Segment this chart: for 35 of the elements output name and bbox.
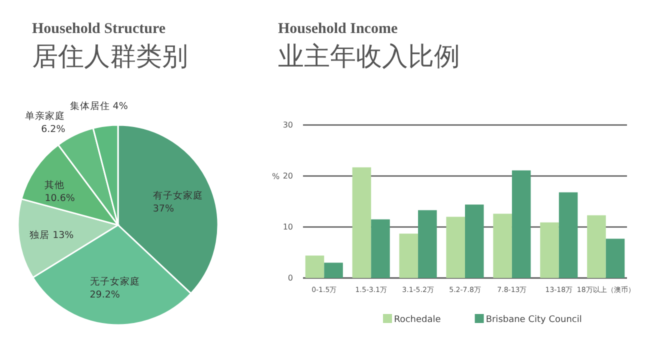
chart-subtitle: 业主年收入比例 <box>278 42 460 72</box>
bar <box>606 238 625 278</box>
y-tick-label: 20 <box>282 172 293 181</box>
bar <box>399 234 418 278</box>
slice-label: 独居 13% <box>30 228 74 241</box>
y-tick-label: 0 <box>288 274 293 283</box>
bar <box>587 215 606 278</box>
bar <box>558 192 578 278</box>
bar <box>446 216 465 278</box>
bar <box>418 210 437 278</box>
slice-label: 有子女家庭 <box>152 189 203 202</box>
slice-label: 单亲家庭 <box>25 110 66 122</box>
data-label: 10.6% <box>44 193 75 204</box>
bar <box>352 167 372 278</box>
chart-title: Household Income <box>278 21 398 37</box>
slice-label: 无子女家庭 <box>90 276 140 288</box>
y-tick-label: 10 <box>282 222 293 232</box>
data-label: 37% <box>152 203 174 214</box>
chart-subtitle: 居住人群类别 <box>32 42 188 72</box>
bar <box>465 204 484 278</box>
bar <box>512 170 531 278</box>
bar <box>540 222 559 278</box>
legend-label: Rochedale <box>394 315 442 325</box>
data-label: 6.2% <box>41 124 66 136</box>
bar <box>371 219 390 278</box>
bar <box>493 214 512 278</box>
bar <box>305 256 324 278</box>
slice-label: 其他 <box>44 179 65 192</box>
chart-title: Household Structure <box>32 21 166 37</box>
legend-label: Brisbane City Council <box>486 315 582 325</box>
slice-label: 集体居住 4% <box>70 100 128 112</box>
y-tick-label: 30 <box>282 120 293 130</box>
data-label: 29.2% <box>90 290 120 301</box>
y-axis-title: % <box>272 172 280 181</box>
bar <box>324 262 343 278</box>
